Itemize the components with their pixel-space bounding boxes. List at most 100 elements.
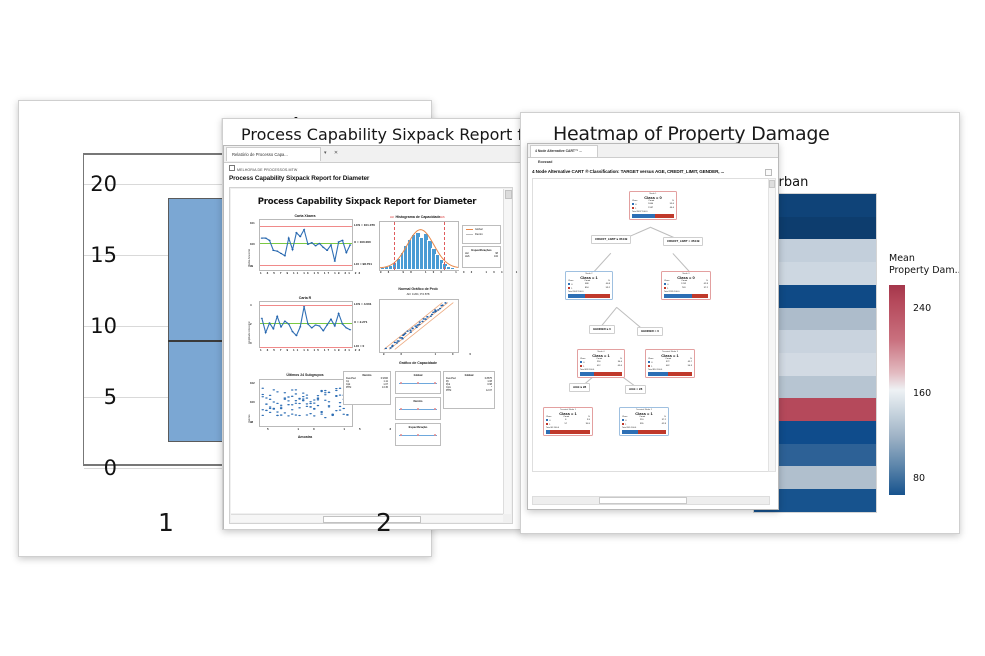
spec-marker <box>399 407 402 410</box>
row-name: DesvPad <box>346 377 356 380</box>
node-row-label: Class <box>580 358 586 361</box>
legend-swatch <box>466 234 473 235</box>
node-row-count: 854 <box>584 286 589 289</box>
cart-vertical-scrollbar[interactable] <box>768 178 776 472</box>
report-canvas: Process Capability Sixpack Report for Di… <box>231 189 523 513</box>
spec-marker <box>433 407 437 410</box>
minitab-tabbar[interactable]: Relatório de Processo Capa... ▾ ✕ <box>224 146 523 163</box>
node-row-label: 0 <box>648 360 652 365</box>
node-class-swatch <box>632 202 635 205</box>
page-number-1: 1 <box>158 508 174 537</box>
cart-node-terminal-3[interactable]: Terminal Node 3 Class = 1 Class Count% 0 372 4… <box>645 349 695 379</box>
scroll-thumb[interactable] <box>323 516 422 523</box>
tab-relatorio-processo[interactable]: Relatório de Processo Capa... <box>226 147 321 161</box>
node-total: Total 1442 100.0 <box>568 290 584 293</box>
spec-limit-line <box>443 222 445 270</box>
cart-node-terminal-1[interactable]: Terminal Node 1 Class = 1 Class Count% 0 6 9.5… <box>543 407 593 437</box>
node-total: Total 63 100.0 <box>546 426 560 429</box>
cart-node-root[interactable]: Node 1 Class = 0 Class Count% 0 1840 53.6 1 1597… <box>629 191 677 221</box>
heatmap-cell[interactable] <box>754 216 876 240</box>
control-limit-upper <box>260 305 352 306</box>
heatmap-cell[interactable] <box>754 375 876 399</box>
heatmap-cell[interactable] <box>754 443 876 467</box>
node-bar-class1 <box>585 294 610 298</box>
heatmap-cell[interactable] <box>754 352 876 376</box>
cart-node-2[interactable]: Node 2 Class = 1 Class Count% 0 588 40.8 1 854 59… <box>565 271 613 301</box>
node-row-label: Class <box>648 358 654 361</box>
node-class-swatch <box>648 364 651 367</box>
node-class-swatch <box>648 360 651 363</box>
node-bar-class1 <box>638 430 666 434</box>
node-row: Class Count% <box>566 280 612 283</box>
capability-panel-0: Global <box>395 371 441 394</box>
boxplot-y-tick-label: 5 <box>103 384 117 409</box>
node-total: Total 1995 100.0 <box>664 290 680 293</box>
boxplot-y-tick-label: 15 <box>90 242 117 267</box>
node-row: 1 854 59.2 <box>566 286 612 291</box>
cart-panel-button[interactable] <box>765 169 772 176</box>
node-row-pct: % <box>706 280 708 283</box>
scroll-thumb[interactable] <box>769 180 775 188</box>
heatmap-cell[interactable] <box>754 489 876 512</box>
node-row-label: 0 <box>568 282 572 287</box>
cart-tabbar[interactable]: 4 Node Alternative CART™ ... <box>528 144 778 158</box>
cart-tree-canvas[interactable]: Node 1 Class = 0 Class Count% 0 1840 53.6 1 1597… <box>532 178 770 472</box>
node-row: 1 1597 46.4 <box>630 206 676 211</box>
cart-tree-card[interactable]: 4 Node Alternative CART™ ... Ecossad 4 N… <box>527 143 779 510</box>
heatmap-cell[interactable] <box>754 330 876 353</box>
heatmap-cell[interactable] <box>754 194 876 217</box>
cart-node-3[interactable]: Node 3 Class = 0 Class Count% 0 1252 62.8 1 743 3… <box>661 271 711 301</box>
heatmap-cell[interactable] <box>754 307 876 331</box>
heatmap-cell[interactable] <box>754 284 876 308</box>
heatmap-colorbar <box>889 285 905 495</box>
panel-title: Especificação <box>408 425 428 429</box>
node-row-pct: 34.4 <box>617 360 622 363</box>
mini-y-tick: 4 <box>250 303 252 307</box>
legend-label: Global <box>475 228 483 231</box>
node-row-count: Count <box>596 358 603 361</box>
heatmap-grid[interactable] <box>753 193 877 513</box>
capability-overall-table: Global DesvPad 0.8875 Pp 1.08 Ppk 0.98 Cpm * PPM 1… <box>443 371 495 409</box>
heatmap-cell[interactable] <box>754 262 876 285</box>
scroll-thumb[interactable] <box>505 190 512 199</box>
node-row-pct: % <box>588 416 590 419</box>
row-value: 1.07 <box>383 383 388 387</box>
report-vertical-scrollbar[interactable] <box>503 189 512 514</box>
capability-panel-2: Especificação <box>395 423 441 446</box>
cart-node-4[interactable]: Node 4 Class = 1 Class Count% 0 216 34.4 1 412 65… <box>577 349 625 379</box>
heatmap-title: Heatmap of Property Damage <box>553 123 830 145</box>
node-class-swatch <box>546 422 549 425</box>
node-row-label: Class <box>664 280 670 283</box>
minitab-window[interactable]: Relatório de Processo Capa... ▾ ✕ MELHOR… <box>223 145 523 529</box>
mini-scatter-points <box>261 387 349 419</box>
tab-cart-report[interactable]: 4 Node Alternative CART™ ... <box>530 145 598 157</box>
table-row: Pp 1.08 <box>444 380 494 383</box>
node-bar-class0 <box>568 294 586 298</box>
node-row-label: Class <box>622 416 628 419</box>
cart-node-terminal-2[interactable]: Terminal Node 2 Class = 1 Class Count% 0 210 3… <box>619 407 669 437</box>
cart-horizontal-scrollbar[interactable] <box>532 496 770 505</box>
heatmap-cell[interactable] <box>754 239 876 263</box>
node-row-label: 0 <box>622 418 626 423</box>
node-name: Class = 0 <box>677 274 695 280</box>
node-row: Class Count% <box>544 416 592 419</box>
node-row-count: Count <box>665 358 672 361</box>
mini-x-ticks: 96 100 104 108 <box>383 353 523 356</box>
heatmap-legend-title-line2: Property Dam... <box>889 265 960 276</box>
heatmap-cell[interactable] <box>754 398 876 422</box>
tab-control-buttons[interactable]: ▾ ✕ <box>324 150 342 156</box>
report-panel[interactable]: Process Capability Sixpack Report for Di… <box>229 187 523 524</box>
control-limit-center <box>260 323 352 325</box>
scroll-thumb[interactable] <box>599 497 688 504</box>
row-value: 13.45 <box>382 386 388 390</box>
panel-title: Dentro <box>413 399 423 403</box>
node-bar <box>580 372 622 376</box>
heatmap-cell[interactable] <box>754 466 876 490</box>
table-row: PPM 13.45 <box>344 386 390 389</box>
node-row-label: 0 <box>632 202 636 207</box>
node-bar-class0 <box>580 372 595 376</box>
report-horizontal-scrollbar[interactable] <box>231 514 503 523</box>
worksheet-path-text: MELHORIA DE PROCESSOS.MTW <box>237 168 298 172</box>
minitab-capability-card[interactable]: Process Capability Sixpack Report for Di… <box>222 118 524 530</box>
heatmap-cell[interactable] <box>754 421 876 444</box>
